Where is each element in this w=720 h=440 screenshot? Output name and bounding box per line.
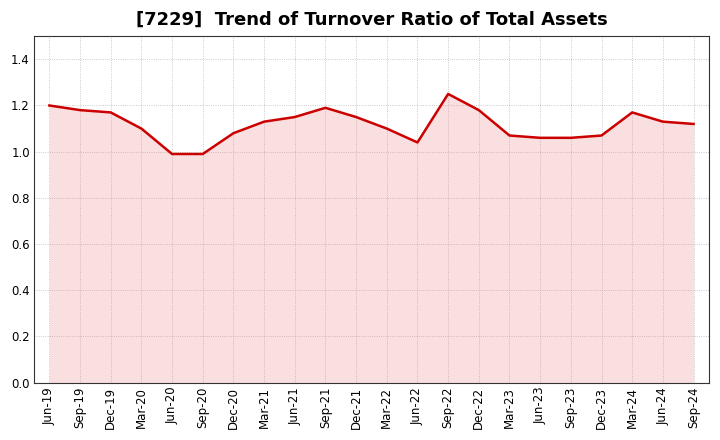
Title: [7229]  Trend of Turnover Ratio of Total Assets: [7229] Trend of Turnover Ratio of Total … (135, 11, 608, 29)
